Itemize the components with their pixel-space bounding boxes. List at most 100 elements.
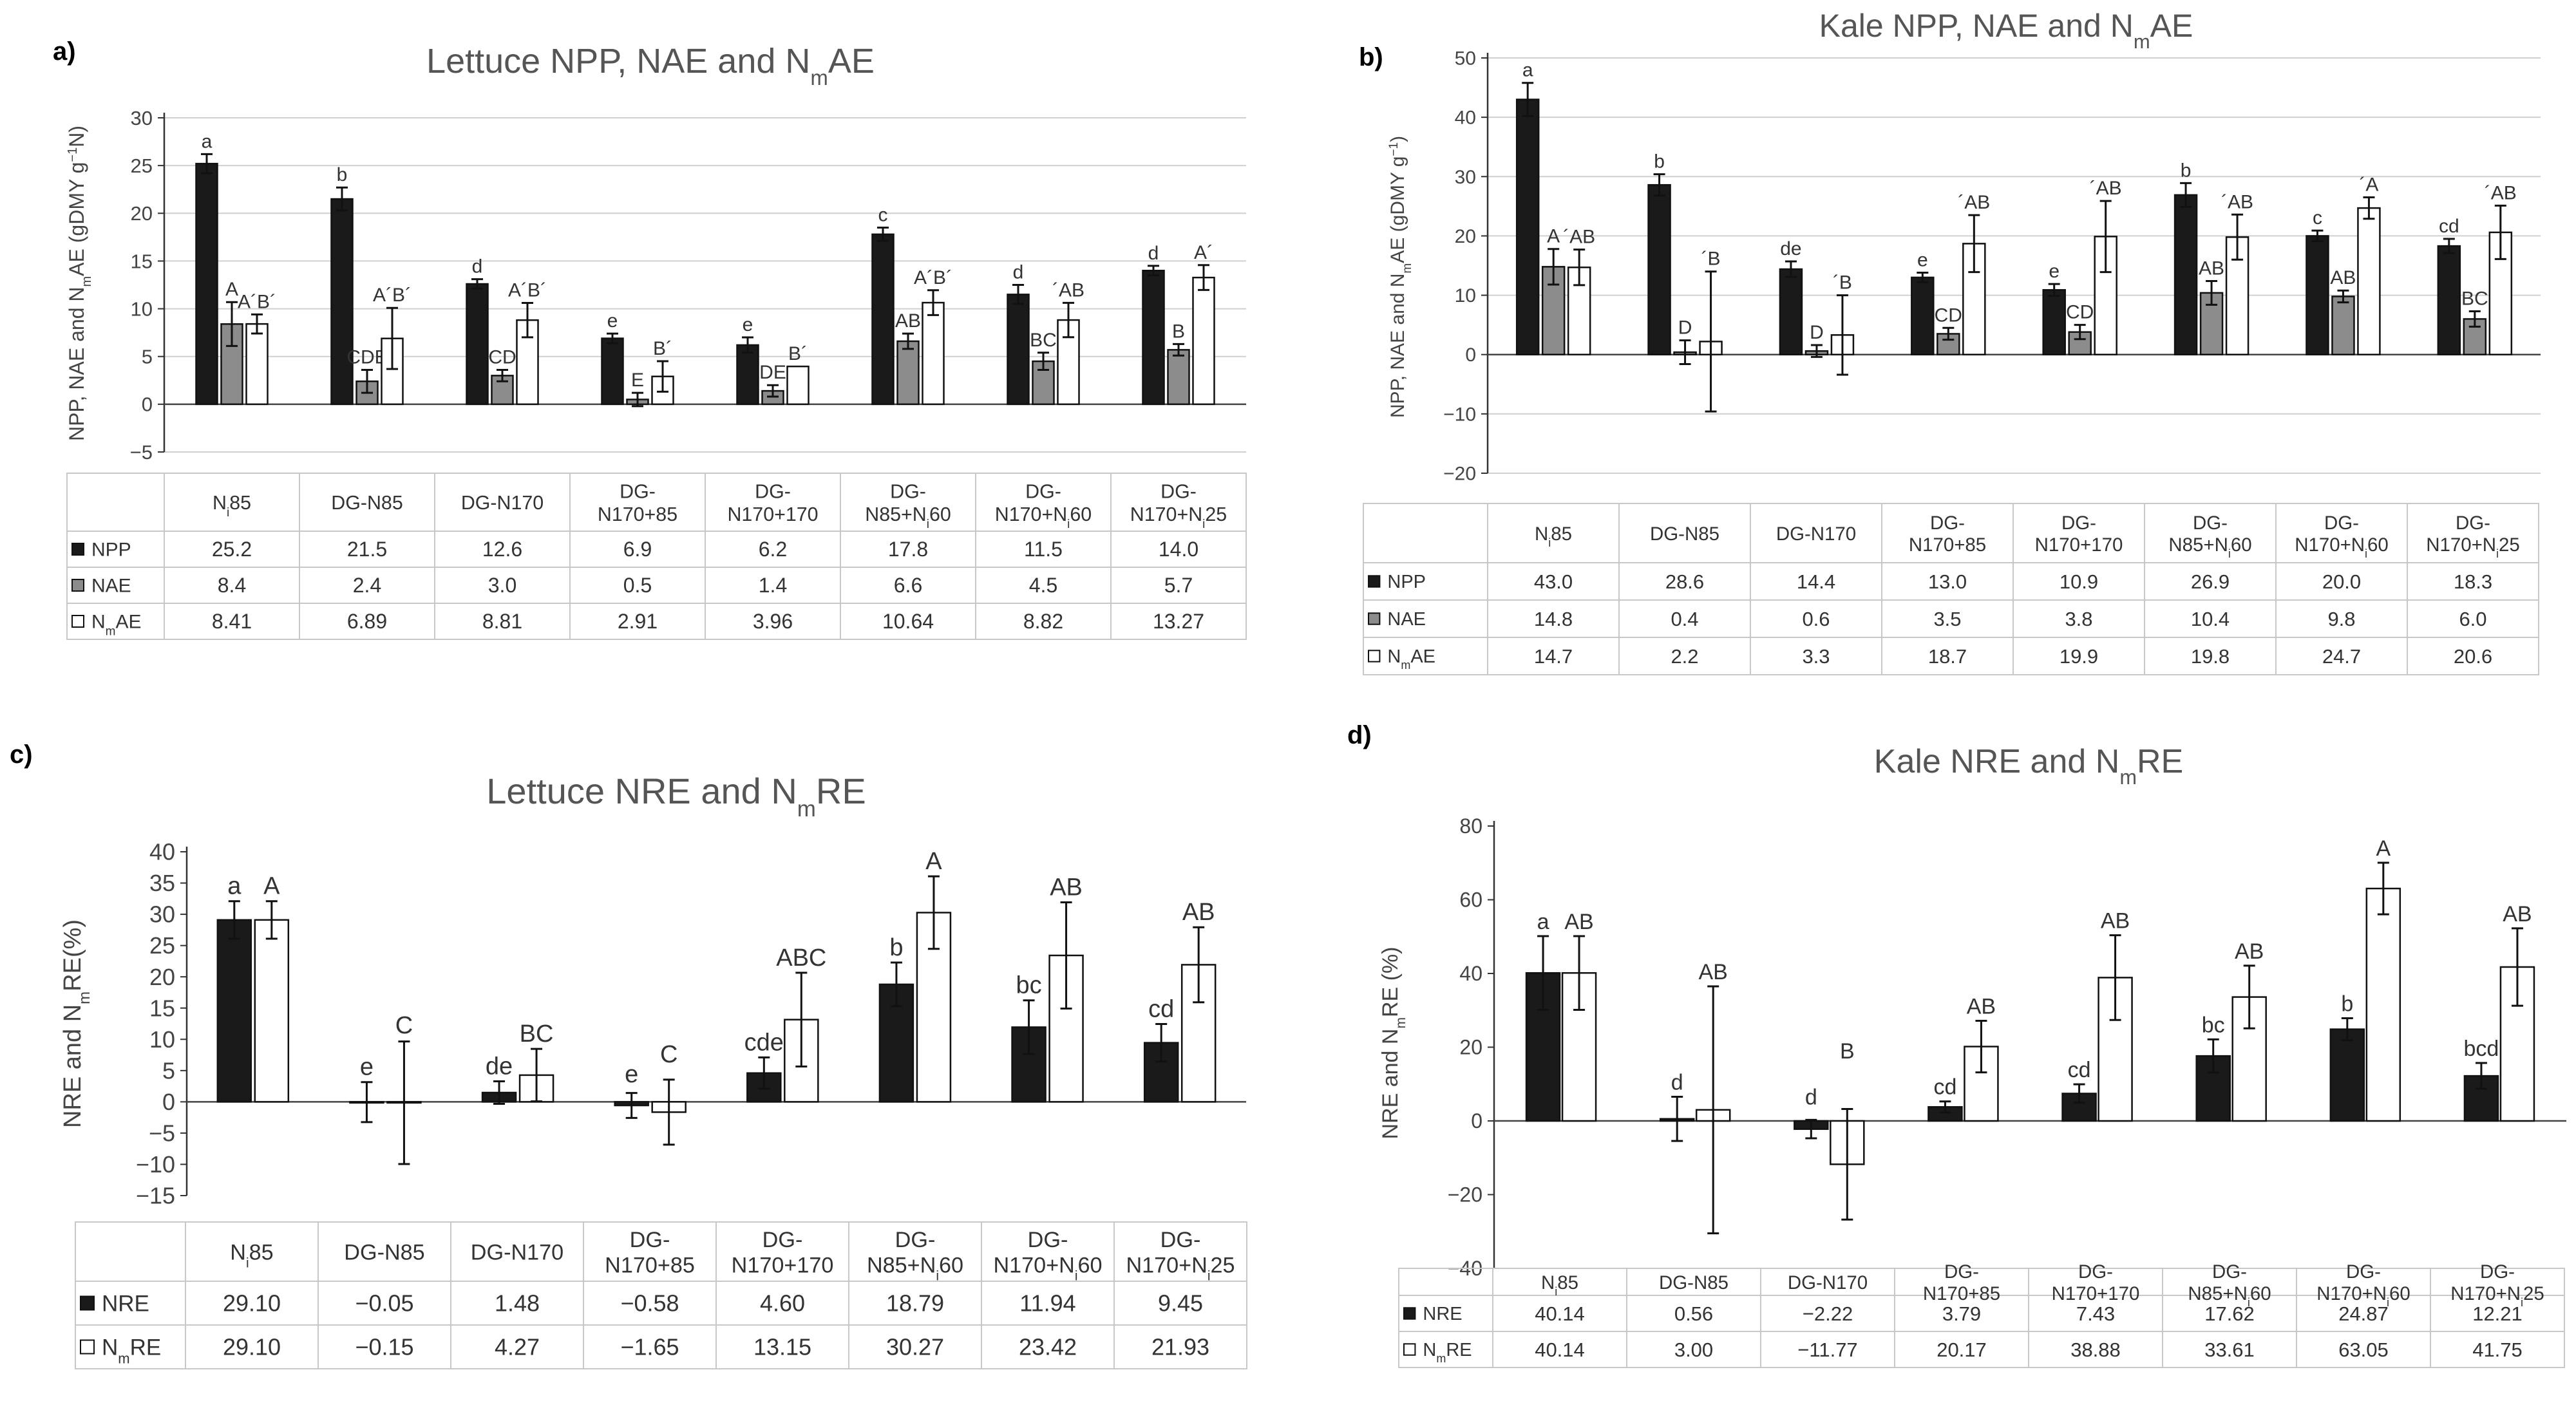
significance-letter: BC: [520, 1020, 554, 1048]
bar-a-s0-c5: [871, 233, 895, 406]
table-header-category: DG-: [2456, 512, 2490, 534]
table-cell: 12.21: [2472, 1302, 2523, 1325]
bar-a-s1-c7: [1167, 349, 1190, 406]
legend-label: NmRE: [1423, 1340, 1472, 1365]
table-cell: 19.8: [2191, 645, 2230, 668]
legend-key: [80, 1295, 95, 1311]
table-header-category: DG-N85: [344, 1241, 424, 1265]
y-tick-label: 30: [149, 901, 175, 928]
bar-b-s0-c3: [1911, 276, 1935, 355]
table-cell: 2.2: [1671, 645, 1698, 668]
table-header-category: N85+Ni60: [867, 1253, 963, 1283]
table-header-category: N170+Ni25: [1126, 1253, 1235, 1283]
significance-letter: AB: [1050, 874, 1083, 901]
significance-letter: DE: [759, 362, 786, 383]
bar-a-s2-c4: [786, 365, 810, 406]
table-header-category: N170+85: [1923, 1283, 2000, 1304]
table-header-category: DG-: [755, 481, 791, 503]
table-header-category: N85+Ni60: [2188, 1283, 2271, 1309]
y-tick-label: 25: [131, 155, 153, 177]
y-tick-label: 5: [162, 1057, 175, 1084]
significance-letter: de: [1780, 238, 1801, 259]
table-cell: 10.64: [882, 610, 934, 633]
y-tick-label: 35: [149, 870, 175, 896]
significance-letter: e: [625, 1061, 638, 1088]
y-tick-label: 25: [149, 932, 175, 959]
significance-letter: ´B: [1701, 249, 1721, 270]
significance-letter: C: [660, 1041, 677, 1068]
table-header-category: N170+Ni60: [2316, 1283, 2410, 1309]
significance-letter: C: [395, 1012, 413, 1039]
bar-a-s2-c5: [922, 301, 945, 406]
table-cell: 33.61: [2204, 1339, 2255, 1361]
table-cell: 14.4: [1797, 570, 1835, 593]
legend-key: [1368, 650, 1381, 663]
table-header-category: DG-: [2061, 512, 2096, 534]
chart-panel-a: a) Lettuce NPP, NAE and NmAE NPP, NAE and …: [53, 37, 1247, 640]
significance-letter: bc: [2202, 1013, 2225, 1037]
table-header-category: DG-: [630, 1228, 670, 1252]
chart-panel-b: b) Kale NPP, NAE and NmAE NPP, NAE and NmA…: [1359, 8, 2541, 675]
table-cell: 25.2: [212, 538, 252, 561]
y-tick-label: −5: [130, 441, 153, 464]
bar-d-s1-c6: [2365, 887, 2401, 1122]
significance-letter: e: [360, 1053, 374, 1080]
bar-d-s0-c6: [2329, 1028, 2365, 1122]
table-cell: 4.27: [495, 1334, 540, 1360]
table-cell: 0.56: [1674, 1302, 1713, 1325]
table-cell: 13.15: [753, 1334, 811, 1360]
significance-letter: a: [1522, 60, 1533, 81]
significance-letter: a: [1537, 910, 1549, 934]
table-cell: 26.9: [2191, 570, 2230, 593]
significance-letter: cde: [744, 1029, 784, 1056]
table-header-category: Ni85: [1535, 523, 1572, 549]
table-cell: −0.58: [620, 1290, 679, 1317]
significance-letter: B´: [653, 338, 672, 359]
table-cell: 10.4: [2191, 608, 2230, 630]
table-cell: 13.27: [1153, 610, 1204, 633]
table-cell: 18.79: [886, 1290, 944, 1317]
significance-letter: bc: [1016, 972, 1041, 999]
table-cell: 11.94: [1019, 1290, 1075, 1317]
significance-letter: AB: [1699, 960, 1728, 984]
significance-letter: B: [1172, 321, 1185, 342]
table-cell: −0.05: [355, 1290, 413, 1317]
legend-label: NAE: [1387, 609, 1426, 630]
y-tick-label: 20: [131, 202, 153, 225]
significance-letter: BC: [2461, 288, 2488, 309]
significance-letter: b: [1654, 151, 1665, 173]
y-axis-label: NPP, NAE and NmAE (gDMY g−1N): [65, 126, 94, 441]
table-header-category: N170+Ni25: [2426, 534, 2520, 560]
bar-b-s1-c6: [2331, 296, 2355, 355]
panel-label: a): [53, 37, 76, 66]
table-cell: 6.2: [759, 538, 787, 561]
table-cell: 28.6: [1665, 570, 1704, 593]
table-cell: 3.0: [488, 574, 516, 597]
table-cell: 6.6: [894, 574, 922, 597]
legend-label: NAE: [91, 576, 131, 597]
y-axis-label: NPP, NAE and NmAE (gDMY g−1): [1387, 136, 1414, 418]
table-cell: −11.77: [1797, 1339, 1857, 1361]
significance-letter: d: [1671, 1070, 1683, 1095]
table-cell: 21.93: [1151, 1334, 1209, 1360]
y-tick-label: 15: [131, 250, 153, 272]
table-cell: 14.0: [1159, 538, 1198, 561]
y-tick-label: 10: [131, 297, 153, 320]
table-cell: 2.91: [618, 610, 658, 633]
y-tick-label: 80: [1459, 814, 1482, 838]
significance-letter: ´B: [1833, 272, 1852, 294]
table-header-category: DG-: [890, 481, 926, 503]
legend-key: [71, 579, 84, 592]
table-cell: 21.5: [347, 538, 387, 561]
significance-letter: e: [2049, 261, 2060, 282]
legend-key: [71, 615, 84, 628]
table-cell: 0.5: [623, 574, 652, 597]
table-cell: 12.6: [482, 538, 522, 561]
table-header-category: N170+Ni60: [995, 503, 1092, 531]
table-header-category: N170+170: [727, 503, 818, 525]
bar-b-s0-c4: [2042, 289, 2066, 355]
bar-c-s1-c0: [254, 919, 290, 1103]
significance-letter: ´AB: [2090, 178, 2122, 199]
significance-letter: cd: [1148, 995, 1174, 1022]
legend-label: NRE: [1423, 1304, 1462, 1324]
